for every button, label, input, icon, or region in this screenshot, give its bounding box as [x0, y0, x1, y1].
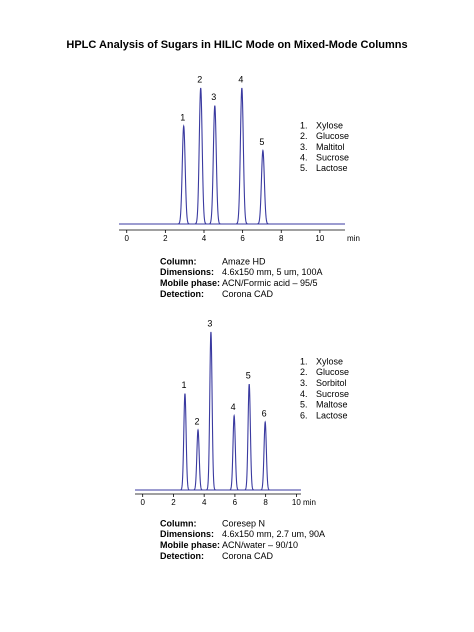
legend-number: 2.: [300, 131, 308, 141]
peak-label: 3: [207, 318, 212, 328]
peak-label: 3: [211, 92, 216, 102]
x-tick-label: 2: [171, 498, 176, 507]
detail-label: Detection:: [160, 289, 204, 299]
legend-name: Lactose: [316, 410, 348, 420]
x-tick-label: 2: [163, 234, 168, 243]
peak-label: 2: [197, 74, 202, 84]
x-axis-label: min: [303, 498, 316, 507]
x-tick-label: 10: [315, 234, 324, 243]
x-tick-label: 10: [292, 498, 301, 507]
x-tick-label: 8: [279, 234, 284, 243]
detail-value: Corona CAD: [222, 551, 274, 561]
peak: [208, 105, 221, 225]
legend-name: Xylose: [316, 356, 343, 366]
detail-value: Coresep N: [222, 518, 265, 528]
peak: [206, 331, 216, 491]
peak: [194, 87, 207, 225]
legend-number: 1.: [300, 356, 308, 366]
peak: [229, 413, 239, 491]
peak: [177, 124, 190, 225]
peak-label: 1: [181, 380, 186, 390]
legend-name: Glucose: [316, 131, 349, 141]
legend-number: 3.: [300, 378, 308, 388]
legend-number: 1.: [300, 120, 308, 130]
peak-label: 1: [180, 112, 185, 122]
detail-label: Mobile phase:: [160, 278, 220, 288]
x-tick-label: 0: [124, 234, 129, 243]
x-tick-label: 4: [202, 234, 207, 243]
legend-number: 4.: [300, 389, 308, 399]
legend-name: Maltitol: [316, 142, 345, 152]
detail-label: Dimensions:: [160, 267, 214, 277]
peak: [180, 393, 190, 491]
legend-name: Glucose: [316, 367, 349, 377]
legend-number: 3.: [300, 142, 308, 152]
detail-value: 4.6x150 mm, 2.7 um, 90A: [222, 529, 325, 539]
detail-label: Dimensions:: [160, 529, 214, 539]
x-tick-label: 8: [263, 498, 268, 507]
x-tick-label: 6: [240, 234, 245, 243]
x-tick-label: 4: [202, 498, 207, 507]
legend-name: Sorbitol: [316, 378, 347, 388]
peak-label: 6: [262, 408, 267, 418]
peak: [193, 428, 203, 491]
peak-label: 4: [238, 74, 243, 84]
legend-number: 6.: [300, 410, 308, 420]
x-axis-label: min: [347, 234, 360, 243]
legend-name: Xylose: [316, 120, 343, 130]
peak-label: 2: [195, 416, 200, 426]
peak-label: 4: [231, 402, 236, 412]
legend-number: 5.: [300, 400, 308, 410]
detail-label: Column:: [160, 518, 197, 528]
legend-name: Maltose: [316, 400, 348, 410]
x-tick-label: 0: [140, 498, 145, 507]
legend-number: 5.: [300, 163, 308, 173]
detail-value: Corona CAD: [222, 289, 274, 299]
legend-name: Sucrose: [316, 152, 349, 162]
peak: [260, 420, 270, 491]
x-tick-label: 6: [233, 498, 238, 507]
peak: [235, 87, 248, 225]
detail-label: Detection:: [160, 551, 204, 561]
legend-number: 4.: [300, 152, 308, 162]
peak-label: 5: [259, 137, 264, 147]
detail-value: 4.6x150 mm, 5 um, 100A: [222, 267, 323, 277]
detail-value: ACN/Formic acid – 95/5: [222, 278, 318, 288]
detail-value: Amaze HD: [222, 256, 266, 266]
detail-value: ACN/water – 90/10: [222, 540, 298, 550]
legend-name: Lactose: [316, 163, 348, 173]
peak-label: 5: [246, 371, 251, 381]
peak: [257, 149, 269, 225]
page-title: HPLC Analysis of Sugars in HILIC Mode on…: [66, 39, 407, 51]
peak: [244, 384, 254, 491]
legend-number: 2.: [300, 367, 308, 377]
detail-label: Column:: [160, 256, 197, 266]
legend-name: Sucrose: [316, 389, 349, 399]
detail-label: Mobile phase:: [160, 540, 220, 550]
